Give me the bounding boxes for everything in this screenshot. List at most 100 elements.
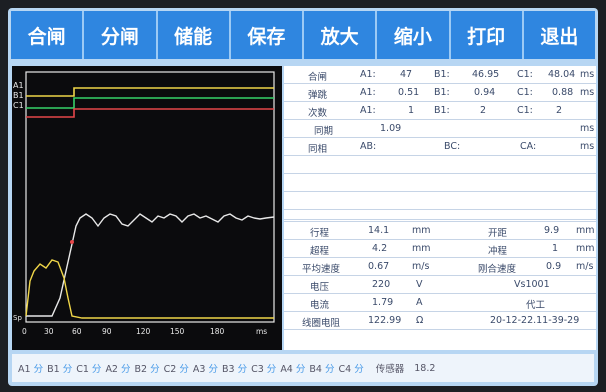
current-label: 电流	[310, 300, 330, 311]
coil-resistance-unit: Ω	[416, 315, 424, 326]
trace-current	[25, 259, 274, 319]
row-count-a-key: A1:	[360, 105, 376, 116]
status-c2: C2 分	[163, 364, 189, 375]
row-close-b-val: 46.95	[472, 69, 500, 80]
sensor-label: 传感器	[375, 364, 405, 375]
row-count-a-val: 1	[408, 105, 415, 116]
coil-resistance-label: 线圈电阻	[302, 318, 341, 329]
status-b1: B1 分	[47, 364, 73, 375]
avg-speed-value: 0.67	[368, 261, 390, 272]
timestamp-text: 20-12-22.11-39-29	[490, 315, 580, 326]
status-a2: A2 分	[105, 364, 131, 375]
results-tables: 合闸 A1: 47 B1: 46.95 C1: 48.04 ms 弹跳 A1: …	[284, 66, 596, 350]
close-speed-label: 刚合速度	[478, 264, 517, 275]
toolbar: 合闸 分闸 储能 保存 放大 缩小 打印 退出	[11, 11, 595, 59]
row-close-label: 合闸	[308, 72, 328, 83]
avg-speed-label: 平均速度	[302, 264, 341, 275]
zoom-in-button[interactable]: 放大	[304, 11, 378, 59]
row-sync-unit: ms	[580, 123, 595, 134]
row-sync-value: 1.09	[380, 123, 402, 134]
status-c1: C1 分	[76, 364, 102, 375]
row-bounce-b-val: 0.94	[474, 87, 496, 98]
status-c4: C4 分	[338, 364, 364, 375]
row-bounce-c-key: C1:	[517, 87, 533, 98]
y-label-b1: B1	[13, 91, 24, 100]
stroke-label: 行程	[310, 228, 330, 239]
row-count-c-key: C1:	[517, 105, 533, 116]
x-tick-60: 60	[72, 327, 82, 336]
zoom-out-button[interactable]: 缩小	[377, 11, 451, 59]
x-tick-0: 0	[22, 327, 27, 336]
voltage-value: 220	[372, 279, 391, 290]
rebound-label: 冲程	[488, 246, 508, 257]
row-phase-label: 同相	[308, 144, 328, 155]
charge-button[interactable]: 储能	[158, 11, 231, 59]
exit-button[interactable]: 退出	[540, 25, 579, 48]
status-a3: A3 分	[192, 364, 218, 375]
y-label-c1: C1	[13, 101, 24, 110]
x-unit: ms	[256, 327, 267, 336]
row-bounce-label: 弹跳	[308, 90, 328, 101]
current-value: 1.79	[372, 297, 394, 308]
row-close-a-key: A1:	[360, 69, 376, 80]
oscilloscope-panel[interactable]: A1 B1 C1 Sp 0 30 60 90 120 150 180 ms	[12, 66, 282, 350]
row-close-c-val: 48.04	[548, 69, 576, 80]
x-tick-150: 150	[170, 327, 185, 336]
row-close-c-key: C1:	[517, 69, 533, 80]
status-b2: B2 分	[134, 364, 160, 375]
row-count-b-key: B1:	[434, 105, 450, 116]
device-screen: 合闸 分闸 储能 保存 放大 缩小 打印 退出 A1 B1 C1 Sp	[8, 8, 598, 386]
model-text: Vs1001	[514, 279, 550, 290]
trace-b1	[26, 97, 274, 109]
rebound-unit: mm	[576, 243, 595, 254]
x-tick-180: 180	[210, 327, 225, 336]
trace-a1	[26, 87, 274, 97]
status-a1: A1 分	[18, 364, 44, 375]
x-tick-30: 30	[44, 327, 54, 336]
gap-value: 9.9	[544, 225, 560, 236]
coil-resistance-value: 122.99	[368, 315, 402, 326]
overtravel-unit: mm	[412, 243, 431, 254]
stroke-unit: mm	[412, 225, 431, 236]
rebound-value: 1	[552, 243, 559, 254]
row-count-b-val: 2	[480, 105, 487, 116]
row-phase-ca: CA:	[520, 141, 537, 152]
overtravel-value: 4.2	[372, 243, 388, 254]
x-tick-120: 120	[136, 327, 151, 336]
gap-unit: mm	[576, 225, 595, 236]
row-close-a-val: 47	[400, 69, 413, 80]
row-bounce-b-key: B1:	[434, 87, 450, 98]
y-label-a1: A1	[13, 81, 24, 90]
row-bounce-a-key: A1:	[360, 87, 376, 98]
row-bounce-a-val: 0.51	[398, 87, 420, 98]
current-unit: A	[416, 297, 423, 308]
operator-text: 代工	[526, 300, 546, 311]
trace-travel	[26, 213, 275, 317]
avg-speed-unit: m/s	[412, 261, 430, 272]
status-c3: C3 分	[251, 364, 277, 375]
plot-frame	[25, 71, 275, 323]
status-b4: B4 分	[309, 364, 335, 375]
sensor-value: 18.2	[414, 362, 436, 374]
channel-status-bar: A1 分 B1 分 C1 分 A2 分 B2 分 C2 分 A3 分 B3 分 …	[12, 354, 594, 382]
stroke-value: 14.1	[368, 225, 390, 236]
gap-label: 开距	[488, 228, 508, 239]
waveform-plot: A1 B1 C1 Sp 0 30 60 90 120 150 180 ms	[13, 71, 275, 336]
save-button[interactable]: 保存	[231, 11, 304, 59]
row-phase-ab: AB:	[360, 141, 377, 152]
voltage-unit: V	[416, 279, 423, 290]
print-button[interactable]: 打印	[451, 11, 524, 59]
voltage-label: 电压	[310, 282, 330, 293]
open-button[interactable]: 分闸	[84, 11, 158, 59]
row-bounce-unit: ms	[580, 87, 595, 98]
travel-marker	[70, 240, 74, 244]
row-phase-unit: ms	[580, 141, 595, 152]
status-b3: B3 分	[221, 364, 248, 375]
close-speed-unit: m/s	[576, 261, 594, 272]
status-a4: A4 分	[280, 364, 306, 375]
y-label-sp: Sp	[13, 314, 22, 322]
x-tick-90: 90	[102, 327, 112, 336]
row-close-b-key: B1:	[434, 69, 450, 80]
row-count-label: 次数	[308, 108, 328, 119]
close-button[interactable]: 合闸	[11, 11, 85, 59]
